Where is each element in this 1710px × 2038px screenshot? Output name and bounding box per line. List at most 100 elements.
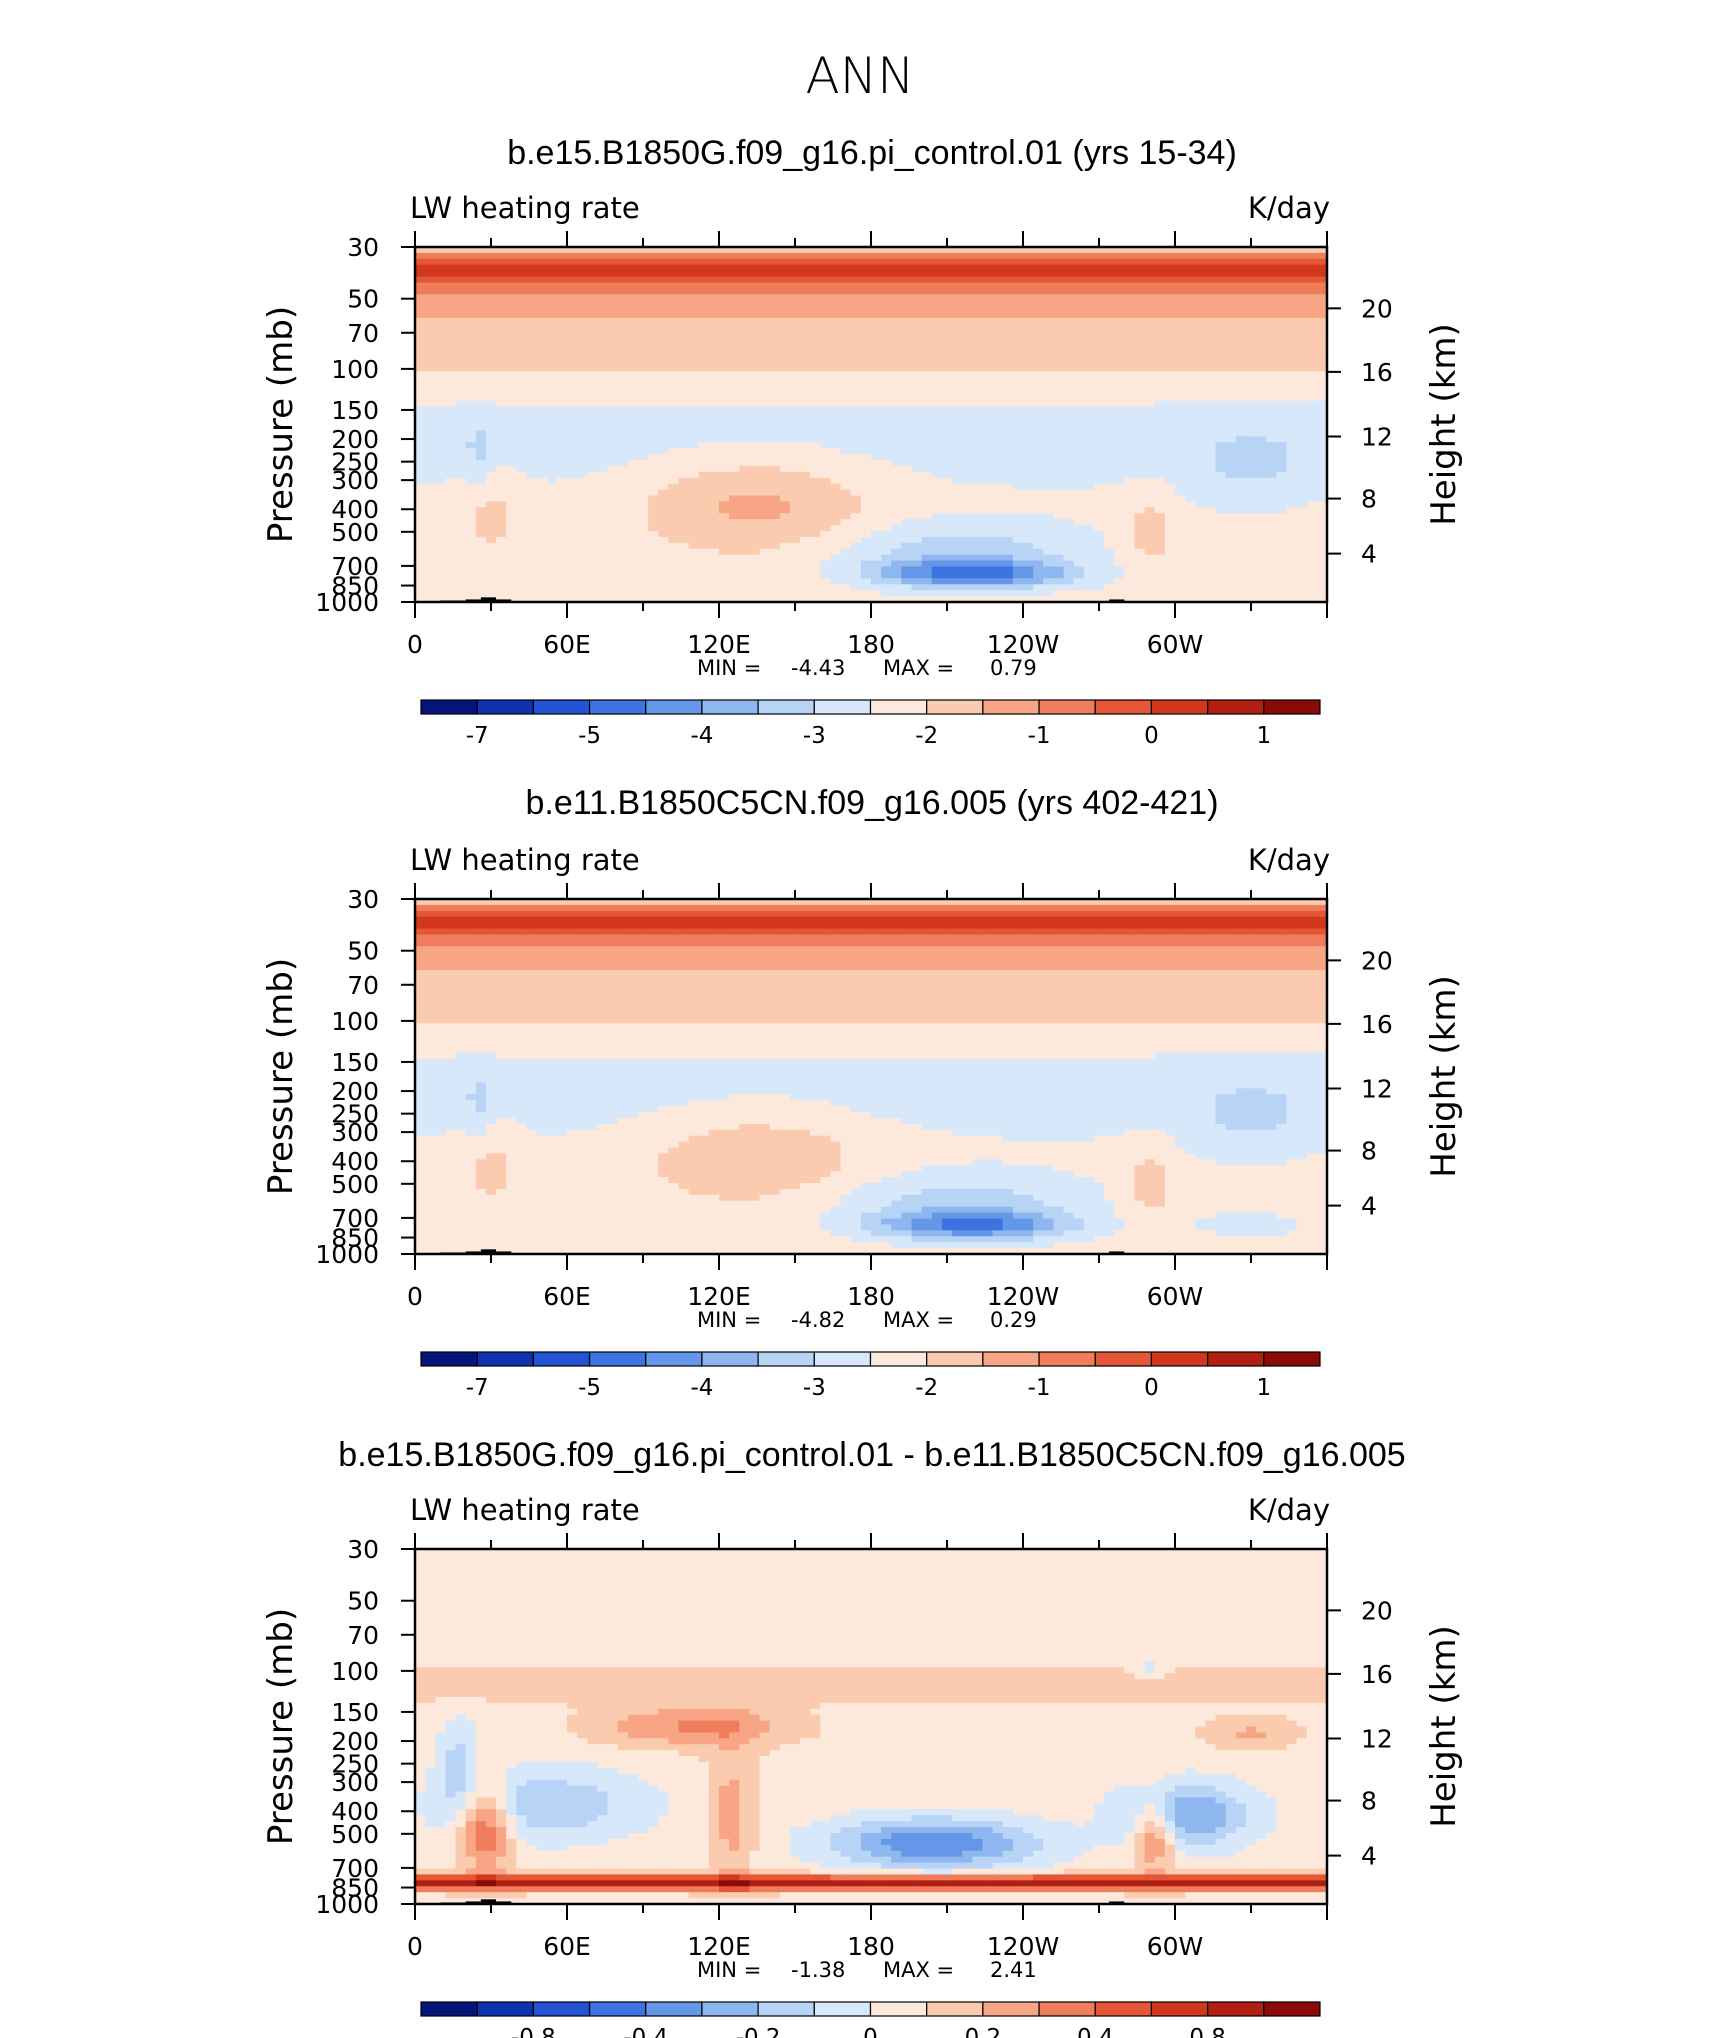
contour-cell — [1033, 424, 1044, 432]
contour-cell — [506, 383, 517, 390]
contour-cell — [759, 525, 771, 532]
contour-cell — [719, 454, 730, 461]
contour-cell — [637, 371, 649, 378]
contour-cell — [597, 525, 609, 532]
contour-cell — [1266, 258, 1277, 266]
contour-cell — [1134, 430, 1146, 437]
contour-cell — [1266, 394, 1277, 402]
contour-cell — [1073, 389, 1085, 396]
contour-cell — [496, 477, 507, 485]
contour-cell — [891, 264, 902, 272]
contour-cell — [708, 377, 720, 384]
contour-cell — [1164, 418, 1176, 426]
contour-cell — [871, 460, 882, 467]
contour-cell — [526, 264, 538, 272]
contour-cell — [719, 489, 730, 497]
contour-cell — [536, 548, 548, 556]
contour-cell — [871, 525, 882, 532]
contour-cell — [1134, 252, 1146, 260]
contour-cell — [789, 282, 801, 290]
contour-cell — [1124, 448, 1136, 455]
contour-cell — [1002, 495, 1014, 503]
contour-cell — [577, 252, 588, 260]
contour-cell — [506, 306, 517, 313]
contour-cell — [536, 383, 548, 390]
contour-cell — [1144, 312, 1156, 319]
contour-cell — [982, 329, 994, 337]
contour-cell — [455, 566, 467, 574]
contour-cell — [1215, 252, 1227, 260]
contour-cell — [800, 400, 811, 408]
contour-cell — [1164, 513, 1176, 520]
contour-cell — [820, 501, 832, 508]
contour-cell — [698, 389, 710, 396]
contour-cell — [607, 359, 619, 366]
contour-cell — [1225, 460, 1237, 467]
contour-cell — [1002, 424, 1014, 432]
contour-cell — [1124, 306, 1136, 313]
contour-cell — [698, 318, 710, 325]
contour-cell — [607, 513, 619, 520]
contour-cell — [719, 507, 730, 514]
contour-cell — [881, 306, 892, 313]
contour-cell — [668, 560, 680, 568]
contour-cell — [1215, 282, 1227, 290]
contour-cell — [516, 394, 528, 402]
contour-cell — [597, 276, 609, 284]
contour-cell — [678, 525, 690, 532]
contour-cell — [607, 554, 619, 562]
contour-cell — [1225, 359, 1237, 366]
contour-cell — [1175, 489, 1186, 497]
contour-cell — [516, 430, 528, 437]
contour-cell — [485, 359, 497, 366]
contour-cell — [1205, 489, 1217, 497]
contour-cell — [435, 513, 446, 520]
contour-cell — [425, 460, 436, 467]
contour-cell — [1144, 341, 1156, 349]
contour-cell — [526, 270, 538, 278]
contour-cell — [789, 264, 801, 272]
contour-cell — [952, 489, 963, 497]
contour-cell — [1033, 365, 1044, 372]
contour-cell — [688, 306, 700, 313]
contour-cell — [1002, 294, 1014, 301]
contour-cell — [496, 572, 507, 579]
contour-cell — [708, 412, 720, 420]
contour-cell — [556, 282, 568, 290]
contour-cell — [688, 359, 700, 366]
contour-cell — [698, 418, 710, 426]
contour-cell — [850, 483, 862, 491]
contour-cell — [972, 489, 984, 497]
contour-cell — [992, 252, 1004, 260]
contour-cell — [1175, 252, 1186, 260]
contour-cell — [1124, 424, 1136, 432]
contour-cell — [941, 406, 953, 414]
contour-cell — [1245, 247, 1257, 254]
contour-cell — [719, 400, 730, 408]
contour-cell — [1093, 507, 1105, 514]
contour-cell — [992, 489, 1004, 497]
contour-cell — [982, 247, 994, 254]
contour-cell — [668, 264, 680, 272]
contour-cell — [506, 448, 517, 455]
contour-cell — [526, 507, 538, 514]
contour-cell — [891, 507, 902, 514]
contour-cell — [597, 400, 609, 408]
contour-cell — [567, 501, 578, 508]
contour-cell — [425, 430, 436, 437]
contour-cell — [1195, 318, 1206, 325]
contour-cell — [1256, 394, 1267, 402]
contour-cell — [972, 460, 984, 467]
contour-cell — [1063, 400, 1075, 408]
contour-cell — [1316, 412, 1328, 420]
contour-cell — [1023, 483, 1034, 491]
contour-cell — [749, 400, 761, 408]
contour-cell — [1043, 442, 1054, 449]
contour-cell — [749, 359, 761, 366]
contour-cell — [881, 454, 892, 461]
contour-cell — [567, 335, 578, 343]
contour-cell — [496, 566, 507, 574]
contour-cell — [1114, 359, 1125, 366]
contour-cell — [1266, 353, 1277, 361]
contour-cell — [830, 460, 842, 467]
